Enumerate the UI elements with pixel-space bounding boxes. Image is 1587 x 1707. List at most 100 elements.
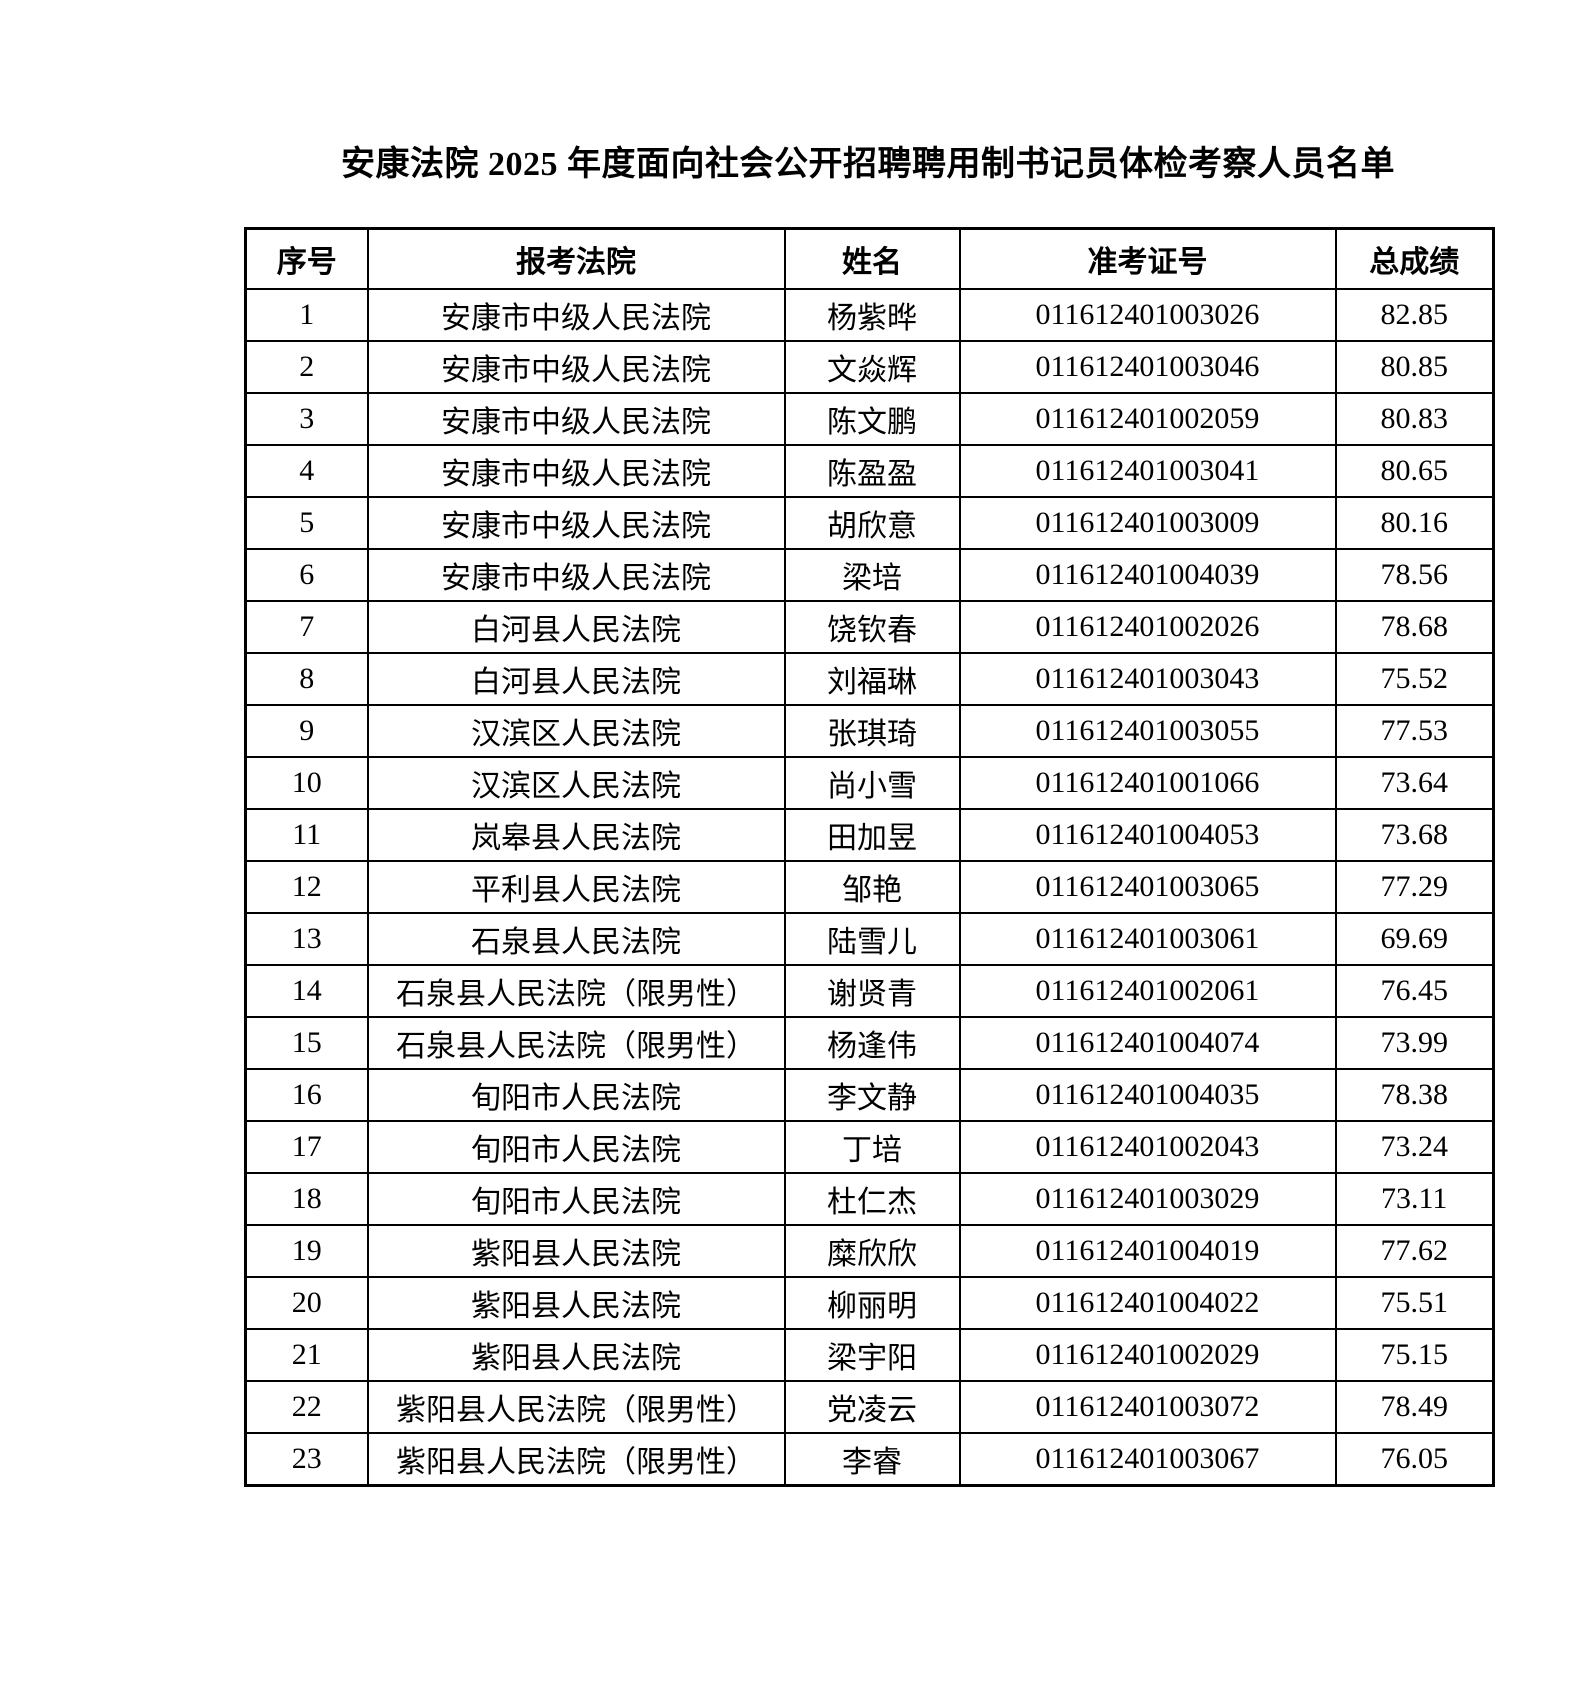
row-number-cell: 11: [244, 808, 369, 862]
court-cell: 紫阳县人民法院: [366, 1276, 786, 1330]
name-cell: 杨逢伟: [783, 1016, 961, 1070]
row-number-cell: 16: [244, 1068, 369, 1122]
ticket-number-cell: 011612401003065: [958, 860, 1337, 914]
row-number-cell: 15: [244, 1016, 369, 1070]
table-row: 4 安康市中级人民法院 陈盈盈 011612401003041 80.65: [244, 444, 1495, 498]
row-number-cell: 4: [244, 444, 369, 498]
table-row: 7 白河县人民法院 饶钦春 011612401002026 78.68: [244, 600, 1495, 654]
row-number-cell: 21: [244, 1328, 369, 1382]
header-ticket-number: 准考证号: [958, 227, 1337, 290]
court-cell: 白河县人民法院: [366, 600, 786, 654]
table-row: 2 安康市中级人民法院 文焱辉 011612401003046 80.85: [244, 340, 1495, 394]
court-cell: 安康市中级人民法院: [366, 444, 786, 498]
court-cell: 石泉县人民法院: [366, 912, 786, 966]
header-court-applied: 报考法院: [366, 227, 786, 290]
name-cell: 陈盈盈: [783, 444, 961, 498]
ticket-number-cell: 011612401004053: [958, 808, 1337, 862]
name-cell: 杜仁杰: [783, 1172, 961, 1226]
name-cell: 梁培: [783, 548, 961, 602]
ticket-number-cell: 011612401004022: [958, 1276, 1337, 1330]
row-number-cell: 12: [244, 860, 369, 914]
ticket-number-cell: 011612401003072: [958, 1380, 1337, 1434]
table-row: 3 安康市中级人民法院 陈文鹏 011612401002059 80.83: [244, 392, 1495, 446]
name-cell: 糜欣欣: [783, 1224, 961, 1278]
name-cell: 李睿: [783, 1432, 961, 1487]
score-cell: 78.56: [1334, 548, 1495, 602]
ticket-number-cell: 011612401003026: [958, 288, 1337, 342]
court-cell: 安康市中级人民法院: [366, 548, 786, 602]
header-serial-number: 序号: [244, 227, 369, 290]
score-cell: 75.15: [1334, 1328, 1495, 1382]
table-row: 16 旬阳市人民法院 李文静 011612401004035 78.38: [244, 1068, 1495, 1122]
score-cell: 77.53: [1334, 704, 1495, 758]
score-cell: 80.16: [1334, 496, 1495, 550]
ticket-number-cell: 011612401003061: [958, 912, 1337, 966]
court-cell: 安康市中级人民法院: [366, 288, 786, 342]
name-cell: 邹艳: [783, 860, 961, 914]
name-cell: 饶钦春: [783, 600, 961, 654]
row-number-cell: 17: [244, 1120, 369, 1174]
page-title: 安康法院 2025 年度面向社会公开招聘聘用制书记员体检考察人员名单: [341, 146, 1395, 183]
row-number-cell: 2: [244, 340, 369, 394]
row-number-cell: 10: [244, 756, 369, 810]
score-cell: 75.52: [1334, 652, 1495, 706]
court-cell: 汉滨区人民法院: [366, 704, 786, 758]
court-cell: 安康市中级人民法院: [366, 392, 786, 446]
ticket-number-cell: 011612401003046: [958, 340, 1337, 394]
score-cell: 78.49: [1334, 1380, 1495, 1434]
score-cell: 75.51: [1334, 1276, 1495, 1330]
name-cell: 党凌云: [783, 1380, 961, 1434]
score-cell: 80.85: [1334, 340, 1495, 394]
table-row: 14 石泉县人民法院（限男性） 谢贤青 011612401002061 76.45: [244, 964, 1495, 1018]
table-row: 13 石泉县人民法院 陆雪儿 011612401003061 69.69: [244, 912, 1495, 966]
name-cell: 李文静: [783, 1068, 961, 1122]
court-cell: 紫阳县人民法院（限男性）: [366, 1432, 786, 1487]
court-cell: 旬阳市人民法院: [366, 1172, 786, 1226]
court-cell: 白河县人民法院: [366, 652, 786, 706]
score-cell: 77.29: [1334, 860, 1495, 914]
table-row: 22 紫阳县人民法院（限男性） 党凌云 011612401003072 78.49: [244, 1380, 1495, 1434]
score-cell: 76.05: [1334, 1432, 1495, 1487]
name-cell: 陆雪儿: [783, 912, 961, 966]
table-row: 19 紫阳县人民法院 糜欣欣 011612401004019 77.62: [244, 1224, 1495, 1278]
score-cell: 80.83: [1334, 392, 1495, 446]
table-row: 11 岚皋县人民法院 田加昱 011612401004053 73.68: [244, 808, 1495, 862]
name-cell: 胡欣意: [783, 496, 961, 550]
name-cell: 杨紫晔: [783, 288, 961, 342]
ticket-number-cell: 011612401002043: [958, 1120, 1337, 1174]
row-number-cell: 5: [244, 496, 369, 550]
ticket-number-cell: 011612401004035: [958, 1068, 1337, 1122]
ticket-number-cell: 011612401002029: [958, 1328, 1337, 1382]
name-cell: 丁培: [783, 1120, 961, 1174]
table-row: 9 汉滨区人民法院 张琪琦 011612401003055 77.53: [244, 704, 1495, 758]
table-row: 8 白河县人民法院 刘福琳 011612401003043 75.52: [244, 652, 1495, 706]
score-cell: 73.99: [1334, 1016, 1495, 1070]
court-cell: 紫阳县人民法院: [366, 1224, 786, 1278]
table-row: 15 石泉县人民法院（限男性） 杨逢伟 011612401004074 73.99: [244, 1016, 1495, 1070]
row-number-cell: 7: [244, 600, 369, 654]
table-row: 18 旬阳市人民法院 杜仁杰 011612401003029 73.11: [244, 1172, 1495, 1226]
row-number-cell: 13: [244, 912, 369, 966]
ticket-number-cell: 011612401003043: [958, 652, 1337, 706]
header-total-score: 总成绩: [1334, 227, 1495, 290]
name-cell: 文焱辉: [783, 340, 961, 394]
table-row: 23 紫阳县人民法院（限男性） 李睿 011612401003067 76.05: [244, 1432, 1495, 1487]
ticket-number-cell: 011612401002059: [958, 392, 1337, 446]
court-cell: 平利县人民法院: [366, 860, 786, 914]
court-cell: 安康市中级人民法院: [366, 340, 786, 394]
court-cell: 石泉县人民法院（限男性）: [366, 1016, 786, 1070]
name-cell: 梁宇阳: [783, 1328, 961, 1382]
table-row: 21 紫阳县人民法院 梁宇阳 011612401002029 75.15: [244, 1328, 1495, 1382]
ticket-number-cell: 011612401004019: [958, 1224, 1337, 1278]
score-cell: 69.69: [1334, 912, 1495, 966]
court-cell: 岚皋县人民法院: [366, 808, 786, 862]
court-cell: 石泉县人民法院（限男性）: [366, 964, 786, 1018]
row-number-cell: 3: [244, 392, 369, 446]
ticket-number-cell: 011612401003041: [958, 444, 1337, 498]
court-cell: 旬阳市人民法院: [366, 1068, 786, 1122]
row-number-cell: 22: [244, 1380, 369, 1434]
score-cell: 73.24: [1334, 1120, 1495, 1174]
score-cell: 76.45: [1334, 964, 1495, 1018]
row-number-cell: 1: [244, 288, 369, 342]
